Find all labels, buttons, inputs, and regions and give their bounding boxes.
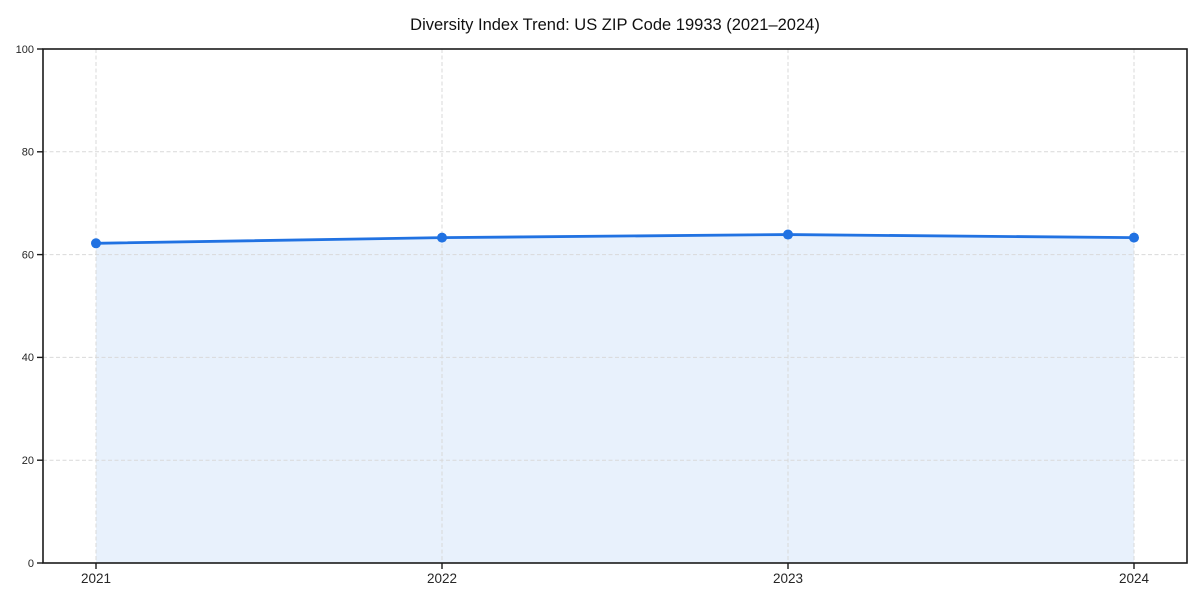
- y-tick-label-0: 0: [28, 558, 34, 570]
- data-point-2022: [437, 232, 447, 243]
- y-tick-label-20: 20: [22, 455, 34, 467]
- chart-layers: 0 20 40 60 80 100 2021 2022 2023 2024: [16, 44, 1188, 586]
- data-point-2024: [1129, 232, 1139, 243]
- x-tick-label-2022: 2022: [427, 571, 457, 586]
- y-tick-label-80: 80: [22, 147, 34, 159]
- x-tick-label-2023: 2023: [773, 571, 803, 586]
- y-tick-label-40: 40: [22, 352, 34, 364]
- trend-line: [94, 233, 1136, 245]
- x-tick-label-2024: 2024: [1119, 571, 1150, 586]
- area-fill: [96, 234, 1134, 563]
- chart-title: Diversity Index Trend: US ZIP Code 19933…: [410, 16, 820, 34]
- y-tick-label-100: 100: [16, 44, 34, 56]
- y-tick-label-60: 60: [22, 249, 34, 261]
- plot-frame: [42, 48, 1188, 564]
- data-point-2023: [783, 229, 793, 240]
- data-point-2021: [91, 238, 101, 249]
- x-tick-label-2021: 2021: [81, 571, 111, 586]
